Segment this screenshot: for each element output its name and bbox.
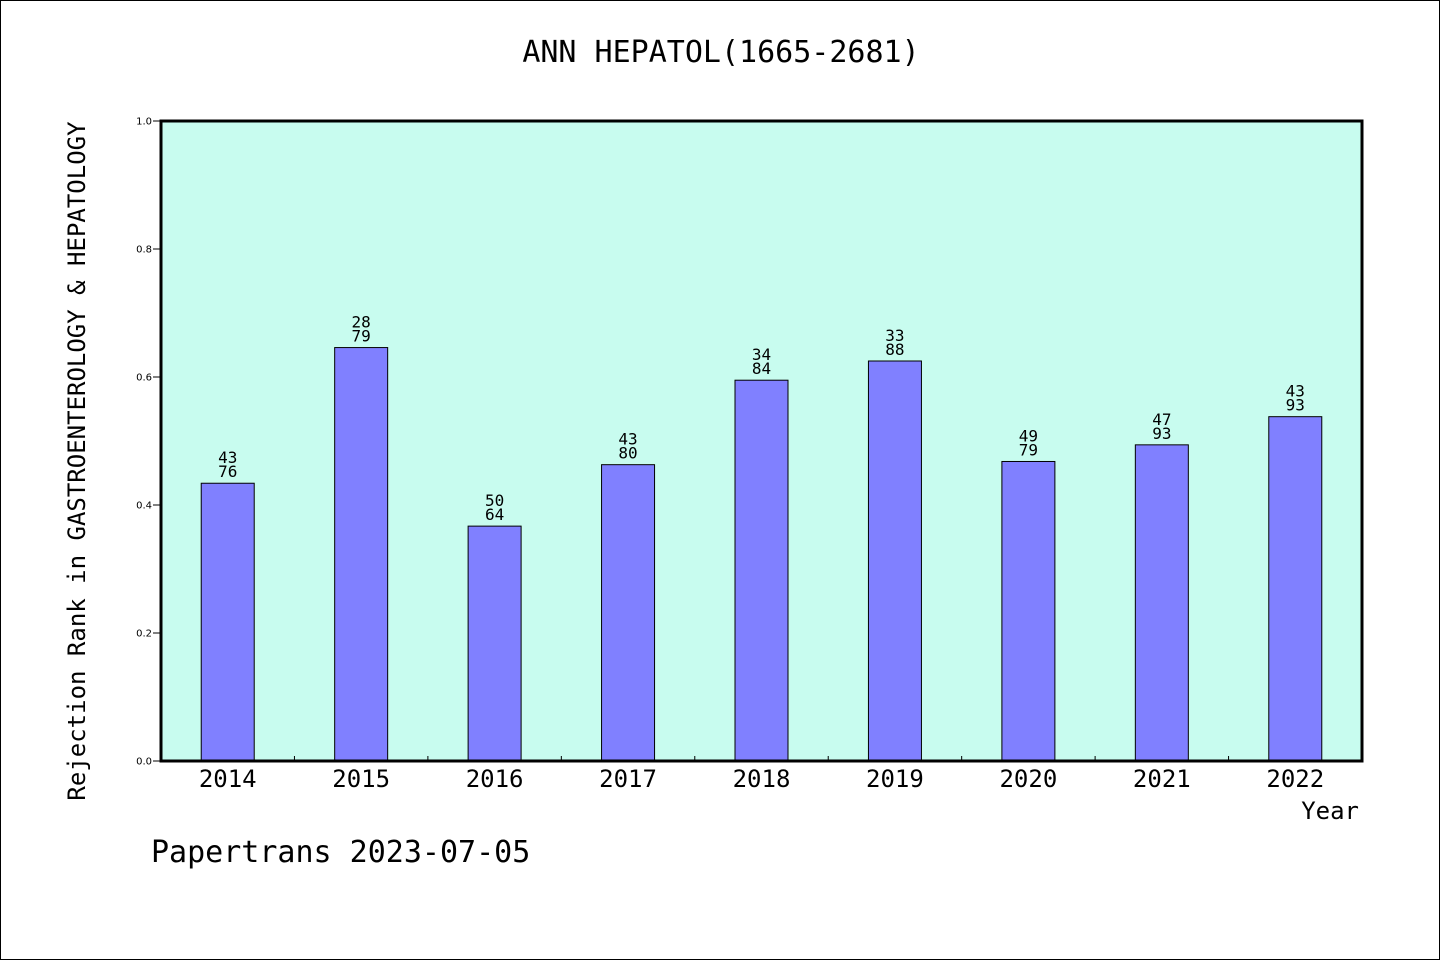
bar-label-bottom: 76 — [218, 462, 237, 481]
bar-label-top: 43 — [218, 448, 237, 467]
x-tick-label: 2019 — [866, 765, 924, 793]
y-tick-label: 0.4 — [136, 501, 152, 512]
plot-border — [159, 119, 1364, 763]
x-tick-label: 2014 — [199, 765, 257, 793]
x-tick-label: 2017 — [599, 765, 657, 793]
bar-label-top: 33 — [885, 326, 904, 345]
x-tick-label: 2020 — [999, 765, 1057, 793]
bar-label-bottom: 93 — [1286, 396, 1305, 415]
x-tick-label: 2021 — [1133, 765, 1191, 793]
x-axis-label: Year — [1301, 797, 1359, 825]
bar-label-bottom: 80 — [618, 444, 637, 463]
bar-label-top: 47 — [1152, 410, 1171, 429]
bar-2020 — [1001, 460, 1056, 762]
bar-2016 — [467, 525, 522, 762]
bar-label-bottom: 79 — [1019, 440, 1038, 459]
x-tick-label: 2016 — [466, 765, 524, 793]
bar-2014 — [200, 482, 255, 762]
bar-label-bottom: 93 — [1152, 424, 1171, 443]
bar-label-top: 49 — [1019, 426, 1038, 445]
bar-2022 — [1268, 416, 1323, 762]
bar-label-top: 43 — [618, 430, 637, 449]
x-tick-label: 2015 — [332, 765, 390, 793]
bar-2021 — [1134, 444, 1189, 762]
x-tick-label: 2018 — [733, 765, 791, 793]
x-tick-label: 2022 — [1266, 765, 1324, 793]
y-tick-label: 0.6 — [136, 373, 152, 384]
bar-label-bottom: 84 — [752, 359, 771, 378]
bar-2015 — [334, 347, 389, 762]
chart-title: ANN HEPATOL(1665-2681) — [522, 35, 920, 70]
y-tick-label: 1.0 — [136, 117, 152, 128]
bar-2019 — [867, 360, 922, 762]
footer-credit: Papertrans 2023-07-05 — [151, 835, 531, 870]
y-tick-label: 0.2 — [136, 629, 152, 640]
bar-2017 — [601, 464, 656, 762]
y-tick-label: 0.0 — [136, 757, 152, 768]
y-tick-label: 0.8 — [136, 245, 152, 256]
bar-label-top: 28 — [352, 313, 371, 332]
bar-label-top: 34 — [752, 345, 771, 364]
bar-label-bottom: 88 — [885, 340, 904, 359]
bar-label-top: 43 — [1286, 382, 1305, 401]
bar-label-bottom: 79 — [352, 327, 371, 346]
bar-label-bottom: 64 — [485, 505, 504, 524]
bar-label-top: 50 — [485, 491, 504, 510]
bar-2018 — [734, 379, 789, 762]
